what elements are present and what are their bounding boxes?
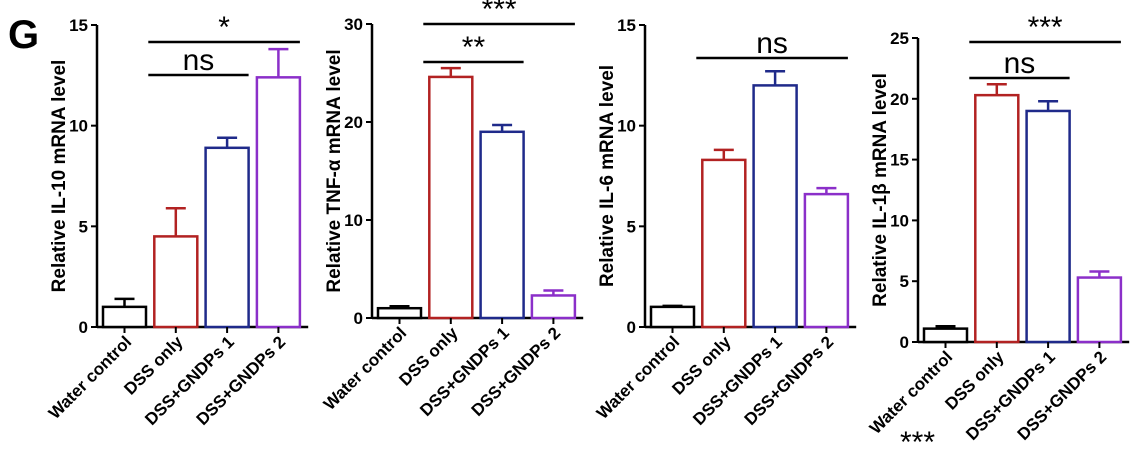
significance-label: ns xyxy=(1004,47,1036,80)
bar xyxy=(701,158,747,329)
significance-label: *** xyxy=(1028,11,1063,44)
y-tick-label: 20 xyxy=(344,113,363,132)
bar xyxy=(649,305,696,329)
significance-label: * xyxy=(218,11,230,44)
significance-label: ns xyxy=(183,44,215,77)
bar xyxy=(101,305,148,329)
y-tick-label: 15 xyxy=(890,151,909,170)
y-tick-label: 5 xyxy=(79,217,88,236)
y-tick-label: 0 xyxy=(354,309,363,328)
x-tick-label: Water control xyxy=(45,332,135,422)
x-tick-label: DSS+GNDPs 2 xyxy=(468,323,565,420)
y-tick-label: 0 xyxy=(79,318,88,337)
chart-panel-4: 0 5 10 15 20 25 Relative IL-1β mRNA level Water… xyxy=(866,11,1130,455)
y-tick-label: 5 xyxy=(627,217,636,236)
bar xyxy=(204,146,250,329)
y-axis-label: Relative IL-1β mRNA level xyxy=(870,73,891,307)
x-tick-label: DSS+GNDPs 2 xyxy=(1014,347,1111,444)
y-tick-label: 25 xyxy=(890,29,909,48)
y-tick-label: 5 xyxy=(900,272,909,291)
x-tick-label: DSS+GNDPs 1 xyxy=(962,347,1059,444)
chart-panel-1: 0 5 10 15 Relative IL-10 mRNA level Water con… xyxy=(45,11,309,429)
x-tick-label: DSS+GNDPs 1 xyxy=(416,323,513,420)
y-axis-label: Relative IL-10 mRNA level xyxy=(49,60,70,293)
y-axis-label: Relative IL-6 mRNA level xyxy=(597,65,618,287)
bar xyxy=(974,93,1020,344)
x-tick-label: DSS+GNDPs 2 xyxy=(741,332,838,429)
bar xyxy=(153,235,199,329)
bar xyxy=(479,130,525,320)
chart-panel-2: 0 10 20 30 Relative TNF-α mRNA level Water co… xyxy=(320,0,584,420)
y-tick-label: 10 xyxy=(344,211,363,230)
y-tick-label: 10 xyxy=(617,117,636,136)
x-tick-label: DSS+GNDPs 1 xyxy=(141,332,238,429)
y-tick-label: 0 xyxy=(627,318,636,337)
y-tick-label: 15 xyxy=(69,16,88,35)
extra-annotation: *** xyxy=(900,426,935,455)
y-tick-label: 0 xyxy=(900,333,909,352)
bar xyxy=(1025,109,1071,344)
bar xyxy=(530,294,577,320)
significance-label: ns xyxy=(756,27,788,60)
y-tick-label: 15 xyxy=(617,16,636,35)
x-tick-label: Water control xyxy=(866,347,956,437)
panel-letter: G xyxy=(8,13,39,57)
bar xyxy=(752,84,798,329)
y-axis-label: Relative TNF-α mRNA level xyxy=(324,49,345,292)
bar xyxy=(803,192,850,329)
significance-label: ** xyxy=(462,31,486,64)
bar xyxy=(255,76,302,329)
x-tick-label: Water control xyxy=(320,323,410,413)
y-tick-label: 10 xyxy=(890,211,909,230)
bar xyxy=(376,306,423,320)
y-tick-label: 10 xyxy=(69,117,88,136)
bar xyxy=(428,75,474,320)
y-tick-label: 20 xyxy=(890,90,909,109)
x-tick-label: DSS+GNDPs 2 xyxy=(193,332,290,429)
x-tick-label: DSS+GNDPs 1 xyxy=(689,332,786,429)
bar xyxy=(1076,276,1123,344)
significance-label: *** xyxy=(482,0,517,26)
y-tick-label: 30 xyxy=(344,15,363,34)
chart-panel-3: 0 5 10 15 Relative IL-6 mRNA level Water cont… xyxy=(593,16,857,429)
bar xyxy=(922,327,969,344)
x-tick-label: Water control xyxy=(593,332,683,422)
